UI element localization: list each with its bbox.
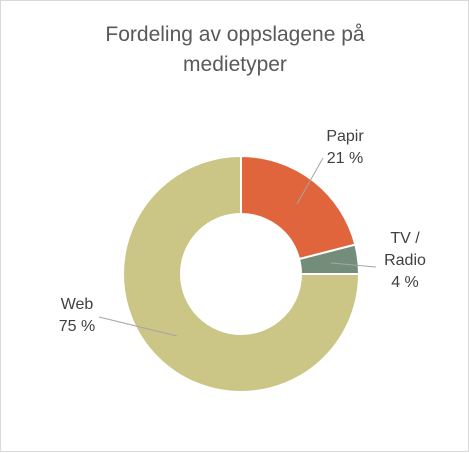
slice-web — [122, 154, 361, 393]
category-label-papir-0: Papir — [326, 128, 364, 145]
category-label-tv-radio-1: Radio — [384, 252, 426, 269]
leader-lines — [98, 157, 377, 337]
category-label-tv-radio-0: TV / — [390, 230, 420, 247]
chart-title-line-2: medietyper — [183, 53, 287, 76]
leader-line-tv-radio — [330, 262, 377, 268]
slice-papir — [240, 154, 357, 261]
value-label-papir: 21 % — [327, 150, 363, 167]
donut-slices — [122, 154, 361, 393]
chart-title-line-1: Fordeling av oppslagene på — [105, 23, 365, 46]
leader-line-papir — [296, 157, 324, 205]
leader-line-web — [98, 316, 178, 337]
slice-labels: Papir 21 % TV / Radio 4 % Web 75 % — [59, 128, 426, 335]
value-label-tv-radio: 4 % — [391, 274, 419, 291]
value-label-web: 75 % — [59, 318, 95, 335]
category-label-web-0: Web — [61, 296, 94, 313]
